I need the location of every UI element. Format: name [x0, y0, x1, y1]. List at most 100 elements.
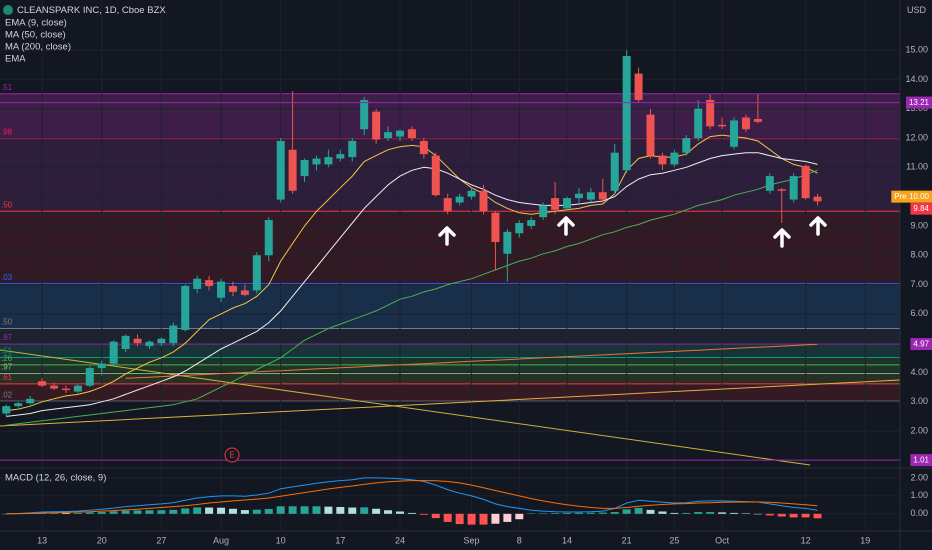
level-band: [0, 364, 900, 374]
price-label: 1.01: [910, 454, 932, 467]
level-label: .97: [1, 362, 13, 371]
level-band: [0, 373, 900, 384]
level-band: [0, 383, 900, 402]
histogram-bar: [551, 513, 560, 514]
price-label-box: [910, 202, 932, 215]
up-arrow: [773, 228, 791, 248]
candle-body: [598, 192, 607, 200]
macd-title: MACD (12, 26, close, 9): [5, 473, 106, 484]
histogram-bar: [741, 513, 750, 514]
symbol-title: CLEANSPARK INC, 1D, Cboe BZX: [17, 5, 166, 16]
price-label-text: 1.01: [913, 456, 929, 465]
candle-body: [694, 108, 703, 139]
candle-body: [813, 196, 822, 202]
up-arrow: [557, 216, 575, 236]
candle-body: [181, 286, 190, 330]
up-arrow: [438, 226, 456, 246]
level-band: [0, 93, 900, 139]
level-band: [0, 357, 900, 365]
histogram-bar: [228, 508, 237, 514]
histogram-bar: [634, 507, 643, 514]
histogram-bar: [264, 508, 273, 514]
candle-body: [682, 138, 691, 153]
histogram-bar: [813, 513, 822, 519]
y-tick-label: 2.00: [910, 472, 928, 482]
candle-body: [26, 398, 35, 404]
candle-body: [228, 286, 237, 292]
histogram-bar: [372, 508, 381, 514]
earnings-marker[interactable]: [224, 447, 240, 463]
candle-body: [14, 403, 23, 407]
histogram-bar: [336, 506, 345, 514]
candle-body: [419, 140, 428, 155]
histogram-bar: [503, 513, 512, 522]
candle-body: [157, 338, 166, 344]
candle-body: [574, 193, 583, 199]
histogram-bar: [252, 509, 261, 514]
histogram-bar: [276, 506, 285, 514]
price-label-text: Pre 10.00: [894, 192, 929, 201]
candle-body: [264, 220, 273, 256]
candle-body: [348, 140, 357, 158]
candle-body: [193, 278, 202, 289]
y-tick-label: 8.00: [910, 250, 928, 260]
y-tick-label: 1.00: [910, 490, 928, 500]
candle-body: [551, 198, 560, 210]
legend-entry: MA (50, close): [5, 30, 66, 41]
candle-body: [360, 99, 369, 130]
candle-body: [85, 368, 94, 386]
up-arrow: [809, 216, 827, 236]
candle-body: [610, 152, 619, 191]
histogram-bar: [443, 513, 452, 522]
x-tick-label: 20: [97, 535, 107, 545]
histogram-bar: [694, 512, 703, 514]
currency: USD: [907, 5, 927, 15]
histogram-bar: [730, 512, 739, 514]
x-tick-label: 14: [562, 535, 572, 545]
y-tick-label: 3.00: [910, 396, 928, 406]
price-label: 4.97: [910, 338, 932, 351]
histogram-bar: [491, 513, 500, 524]
histogram-bar: [658, 511, 667, 514]
y-tick-label: 11.00: [906, 162, 928, 172]
earnings-label: E: [229, 451, 234, 460]
x-tick-label: Oct: [715, 535, 730, 545]
y-tick-label: 7.00: [910, 279, 928, 289]
candle-body: [73, 385, 82, 392]
histogram-bar: [801, 513, 810, 518]
histogram-bar: [646, 509, 655, 514]
y-tick-label: 6.00: [910, 308, 928, 318]
level-band: [0, 344, 900, 358]
histogram-bar: [765, 513, 774, 516]
histogram-bar: [598, 512, 607, 514]
candle-body: [61, 388, 70, 391]
candle-body: [467, 190, 476, 197]
histogram-bar: [312, 506, 321, 514]
y-tick-label: 14.00: [905, 74, 928, 84]
histogram-bar: [85, 512, 94, 514]
histogram-bar: [539, 513, 548, 514]
histogram-bar: [706, 512, 715, 514]
x-tick-label: 13: [37, 535, 47, 545]
histogram-bar: [300, 506, 309, 514]
candle-body: [145, 341, 154, 347]
level-label: .98: [1, 128, 13, 137]
candle-body: [730, 120, 739, 147]
candle-body: [515, 223, 524, 234]
grid-layer: [0, 0, 900, 531]
level-label: .50: [1, 318, 13, 327]
histogram-bar: [419, 513, 428, 515]
y-tick-label: 2.00: [910, 425, 928, 435]
candle-body: [217, 281, 226, 298]
candle-body: [658, 155, 667, 165]
histogram-bar: [109, 511, 118, 514]
histogram-bar: [467, 513, 476, 525]
trendline: [0, 379, 901, 427]
legend-entry: MA (200, close): [5, 42, 71, 53]
price-label: 13.21: [905, 96, 932, 109]
histogram-bar: [586, 512, 595, 514]
histogram-bar: [324, 506, 333, 514]
histogram-bar: [527, 513, 536, 514]
